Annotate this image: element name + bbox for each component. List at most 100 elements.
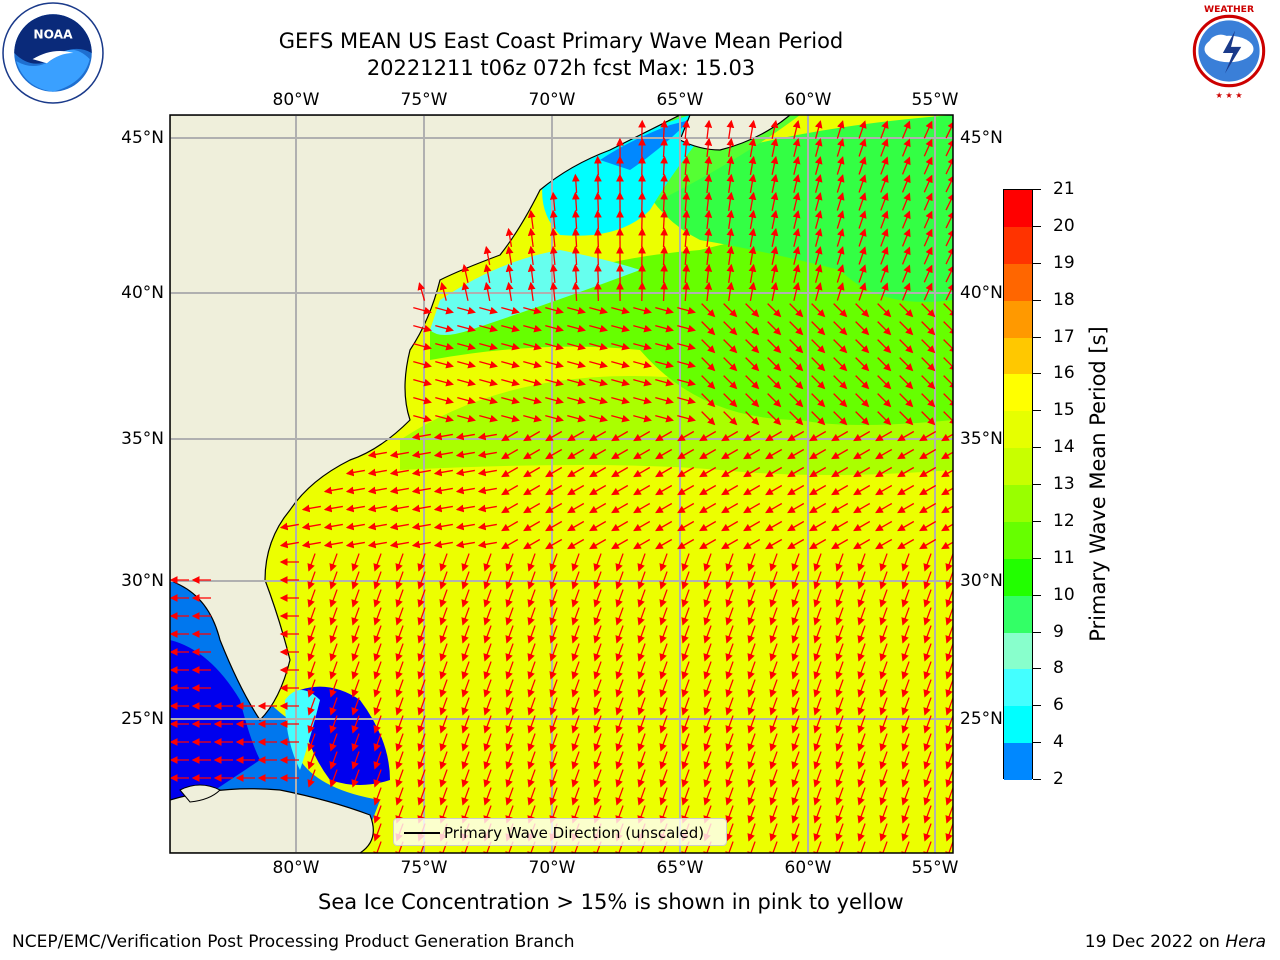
- wave-arrow: [743, 538, 761, 550]
- wave-arrow: [769, 715, 778, 734]
- wave-arrow: [479, 342, 498, 351]
- wave-arrow: [901, 607, 910, 626]
- noaa-logo: NOAA: [2, 2, 104, 104]
- wave-arrow: [879, 751, 888, 770]
- wave-arrow: [770, 263, 779, 283]
- wave-arrow: [792, 155, 801, 175]
- wave-arrow: [461, 571, 470, 590]
- wave-arrow: [457, 378, 476, 387]
- wave-arrow: [879, 805, 888, 824]
- wave-arrow: [329, 553, 338, 572]
- lon-label-bottom: 55°W: [911, 858, 959, 878]
- wave-arrow: [633, 502, 651, 514]
- wave-arrow: [307, 553, 316, 572]
- wave-arrow: [835, 751, 844, 770]
- wave-arrow: [767, 339, 782, 354]
- wave-arrow: [637, 589, 646, 608]
- wave-arrow: [501, 448, 519, 460]
- wave-arrow: [329, 697, 338, 716]
- wave-arrow: [395, 643, 404, 662]
- wave-arrow: [439, 751, 448, 770]
- wave-arrow: [483, 263, 492, 283]
- wave-arrow: [615, 769, 624, 788]
- wave-arrow: [483, 281, 492, 301]
- wave-arrow: [923, 246, 933, 265]
- wave-arrow: [351, 661, 360, 680]
- wave-arrow: [417, 715, 426, 734]
- wave-arrow: [633, 466, 651, 478]
- wave-arrow: [792, 245, 801, 265]
- wave-arrow: [589, 520, 607, 532]
- wave-arrow: [527, 607, 536, 626]
- wave-arrow: [897, 538, 915, 550]
- wave-arrow: [571, 227, 580, 248]
- wave-arrow: [835, 625, 844, 644]
- wave-arrow: [765, 430, 783, 442]
- wave-arrow: [594, 245, 602, 266]
- wave-arrow: [637, 751, 646, 770]
- wave-arrow: [461, 625, 470, 644]
- wave-arrow: [505, 625, 514, 644]
- lat-label-left: 45°N: [121, 128, 164, 148]
- colorbar-tickmark: [1033, 447, 1041, 449]
- wave-arrow: [858, 192, 867, 211]
- wave-arrow: [589, 396, 608, 405]
- wave-arrow: [835, 715, 844, 734]
- wave-arrow: [721, 484, 739, 496]
- wave-arrow: [637, 769, 646, 788]
- wave-arrow: [725, 679, 734, 698]
- wave-arrow: [655, 430, 673, 442]
- wave-arrow: [505, 227, 514, 247]
- wave-arrow: [659, 607, 668, 626]
- wave-arrow: [483, 589, 492, 608]
- wave-arrow: [835, 697, 844, 716]
- wave-arrow: [505, 263, 514, 283]
- wave-arrow: [633, 484, 651, 496]
- period-zone-cyan-gulf-maine: [542, 115, 720, 236]
- wave-arrow: [479, 396, 498, 405]
- colorbar-tick-label: 16: [1053, 363, 1075, 384]
- wave-arrow: [549, 553, 558, 572]
- wave-arrow: [461, 263, 470, 283]
- wave-arrow: [767, 411, 782, 426]
- wave-arrow: [567, 306, 586, 315]
- wave-arrow: [945, 841, 953, 853]
- wave-arrow: [789, 339, 804, 354]
- wave-arrow: [923, 228, 933, 247]
- wave-arrow: [505, 715, 514, 734]
- wave-arrow: [461, 679, 470, 698]
- wave-arrow: [747, 805, 756, 824]
- wave-arrow: [901, 553, 910, 572]
- wave-arrow: [455, 486, 475, 495]
- wave-arrow: [682, 209, 691, 230]
- wave-arrow: [659, 751, 668, 770]
- wave-arrow: [813, 679, 822, 698]
- wave-arrow: [545, 430, 563, 442]
- wave-arrow: [682, 227, 691, 248]
- wave-arrow: [855, 411, 870, 426]
- wave-arrow: [417, 553, 426, 572]
- wave-arrow: [433, 468, 453, 477]
- wave-arrow: [787, 448, 805, 460]
- wave-arrow: [767, 321, 782, 336]
- wave-arrow: [545, 466, 563, 478]
- wave-arrow: [877, 393, 892, 408]
- wave-arrow: [681, 751, 690, 770]
- wave-arrow: [880, 174, 889, 193]
- wave-arrow: [501, 378, 520, 387]
- wave-arrow: [395, 715, 404, 734]
- wave-arrow: [748, 263, 757, 283]
- wave-arrow: [435, 306, 454, 315]
- wave-arrow: [743, 520, 761, 532]
- wave-arrow: [681, 571, 690, 590]
- wave-arrow: [743, 466, 761, 478]
- lon-label-bottom: 65°W: [656, 858, 704, 878]
- wave-arrow: [523, 360, 542, 369]
- wave-arrow: [897, 502, 915, 514]
- wave-arrow: [809, 448, 827, 460]
- wave-arrow: [417, 679, 426, 698]
- wave-arrow: [721, 430, 739, 442]
- wave-arrow: [323, 540, 343, 549]
- wave-arrow: [743, 448, 761, 460]
- wave-arrow: [279, 540, 299, 549]
